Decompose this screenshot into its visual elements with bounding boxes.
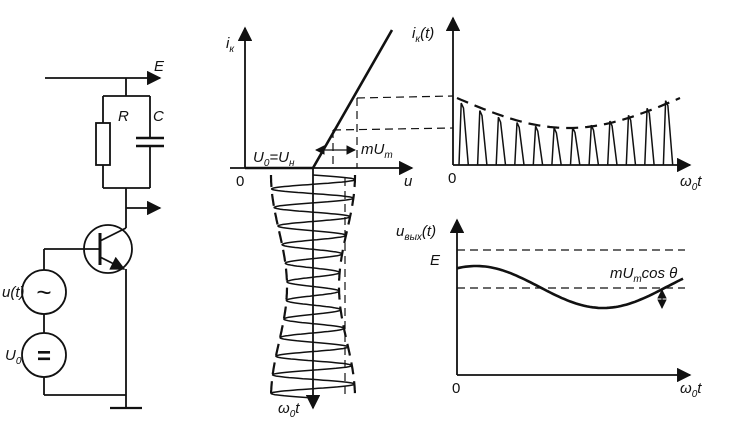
output-voltage-origin: 0 (452, 380, 460, 397)
resistor-label: R (118, 108, 129, 125)
output-amplitude-label: mUmcos θ (610, 265, 677, 285)
peak-current-projection (356, 95, 454, 99)
supply-level-label: E (430, 252, 441, 269)
bias-label: U0 (5, 347, 22, 367)
ac-source-symbol: ~ (36, 277, 51, 307)
collector-current-pulses (458, 100, 674, 166)
input-am-signal (270, 174, 356, 399)
parallel-rc-load (95, 95, 164, 189)
collector-current-axis-label: iк(t) (412, 25, 434, 45)
dc-source-symbol: = (37, 343, 51, 370)
input-signal-label: u(t) (2, 284, 25, 301)
transfer-characteristic-plot: iк 0 u U0=Uн mUm ω0t (226, 26, 454, 420)
collector-current-plot: iк(t) 0 ω0t (412, 16, 702, 193)
voltage-axis-label: u (404, 173, 413, 190)
threshold-voltage-label: U0=Uн (253, 149, 295, 169)
input-time-axis-label: ω0t (278, 400, 300, 420)
capacitor-label: C (153, 108, 164, 125)
characteristic-origin: 0 (236, 173, 244, 190)
output-voltage-time-label: ω0t (680, 380, 702, 400)
circuit-diagram: E R C ~ (2, 58, 165, 410)
min-peak-current-projection (332, 127, 454, 131)
collector-current-envelope (456, 96, 681, 130)
output-voltage-plot: uвых(t) E 0 ω0t mUmcos θ (396, 218, 702, 400)
supply-label: E (154, 58, 165, 75)
collector-current-time-label: ω0t (680, 173, 702, 193)
output-voltage-axis-label: uвых(t) (396, 223, 436, 243)
collector-current-origin: 0 (448, 170, 456, 187)
current-axis-label: iк (226, 35, 235, 55)
resistor-symbol (95, 122, 111, 166)
amplitude-label: mUm (361, 141, 393, 161)
output-voltage-curve (456, 264, 684, 310)
